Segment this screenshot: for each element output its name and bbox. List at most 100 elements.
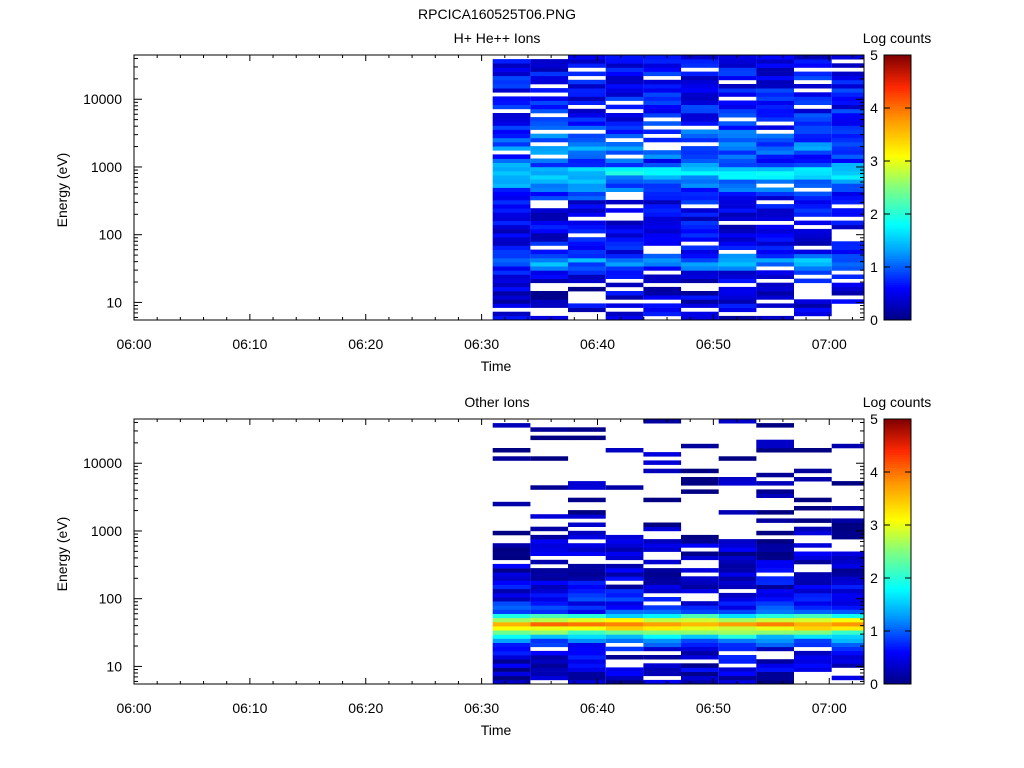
x-tick-label: 06:00 bbox=[116, 336, 151, 352]
heatmap-cell bbox=[643, 88, 682, 93]
heatmap-cell bbox=[530, 117, 569, 122]
heatmap-cell bbox=[794, 233, 832, 238]
heatmap-cell bbox=[568, 563, 606, 569]
heatmap-cell bbox=[756, 559, 794, 565]
heatmap-cell bbox=[794, 162, 832, 168]
heatmap-cell bbox=[794, 518, 832, 523]
heatmap-cell bbox=[530, 675, 569, 681]
heatmap-cell bbox=[530, 299, 569, 304]
heatmap-cell bbox=[643, 468, 682, 474]
heatmap-cell bbox=[492, 617, 531, 623]
heatmap-cell bbox=[643, 286, 682, 292]
heatmap-cell bbox=[756, 563, 794, 569]
heatmap-cell bbox=[831, 71, 864, 77]
heatmap-cell bbox=[643, 253, 682, 259]
heatmap-cell bbox=[530, 158, 569, 163]
heatmap-cell bbox=[492, 563, 531, 569]
heatmap-cell bbox=[756, 282, 794, 288]
heatmap-cell bbox=[681, 468, 719, 474]
heatmap-cell bbox=[794, 448, 832, 453]
heatmap-cell bbox=[756, 439, 794, 445]
colorbar-tick-label: 0 bbox=[870, 312, 878, 328]
heatmap-cell bbox=[530, 295, 569, 300]
colorbar-tick-label: 2 bbox=[870, 206, 878, 222]
heatmap-cell bbox=[643, 104, 682, 110]
heatmap-cell bbox=[756, 146, 794, 151]
heatmap-cell bbox=[492, 133, 531, 139]
heatmap-cell bbox=[794, 257, 832, 263]
heatmap-cell bbox=[643, 113, 682, 118]
heatmap-cell bbox=[605, 117, 644, 122]
heatmap-cell bbox=[530, 187, 569, 192]
heatmap-cell bbox=[681, 626, 719, 631]
heatmap-cell bbox=[718, 75, 757, 81]
heatmap-cell bbox=[568, 485, 606, 490]
heatmap-cell bbox=[718, 55, 757, 60]
heatmap-cell bbox=[643, 154, 682, 159]
heatmap-cell bbox=[794, 551, 832, 556]
heatmap-cell bbox=[681, 576, 719, 581]
heatmap-cell bbox=[718, 228, 757, 234]
heatmap-cell bbox=[492, 646, 531, 652]
heatmap-cell bbox=[530, 88, 569, 93]
heatmap-cell bbox=[794, 142, 832, 147]
heatmap-cell bbox=[718, 675, 757, 681]
heatmap-cell bbox=[605, 63, 644, 68]
heatmap-cell bbox=[492, 137, 531, 143]
heatmap-cell bbox=[718, 125, 757, 130]
panel-title: Other Ions bbox=[464, 394, 529, 410]
heatmap-cell bbox=[831, 655, 864, 660]
heatmap-cell bbox=[492, 663, 531, 668]
heatmap-cell bbox=[681, 303, 719, 308]
heatmap-cell bbox=[643, 262, 682, 267]
heatmap-cell bbox=[492, 592, 531, 598]
x-tick-label: 06:40 bbox=[580, 700, 615, 716]
heatmap-cell bbox=[492, 262, 531, 267]
heatmap-cell bbox=[492, 59, 531, 64]
heatmap-cell bbox=[530, 427, 569, 432]
heatmap-cell bbox=[568, 655, 606, 660]
heatmap-cell bbox=[718, 154, 757, 159]
heatmap-cell bbox=[681, 195, 719, 201]
heatmap-cell bbox=[718, 142, 757, 147]
heatmap-cell bbox=[681, 113, 719, 118]
heatmap-cell bbox=[643, 638, 682, 643]
heatmap-cell bbox=[568, 166, 606, 172]
heatmap-cell bbox=[530, 100, 569, 105]
heatmap-cell bbox=[718, 634, 757, 639]
heatmap-cell bbox=[681, 621, 719, 627]
heatmap-cell bbox=[643, 166, 682, 172]
heatmap-cell bbox=[831, 443, 864, 449]
heatmap-cell bbox=[831, 555, 864, 561]
heatmap-cell bbox=[568, 183, 606, 188]
heatmap-cell bbox=[756, 125, 794, 130]
heatmap-cell bbox=[643, 179, 682, 184]
heatmap-cell bbox=[794, 497, 832, 503]
heatmap-cell bbox=[605, 249, 644, 255]
heatmap-cell bbox=[794, 543, 832, 548]
heatmap-cell bbox=[794, 208, 832, 213]
heatmap-cell bbox=[643, 208, 682, 213]
heatmap-cell bbox=[605, 208, 644, 213]
heatmap-cell bbox=[756, 642, 794, 648]
heatmap-cell bbox=[794, 592, 832, 598]
heatmap-cell bbox=[794, 55, 832, 60]
heatmap-cell bbox=[756, 303, 794, 308]
heatmap-cell bbox=[718, 100, 757, 105]
heatmap-cell bbox=[681, 667, 719, 672]
heatmap-cell bbox=[568, 617, 606, 623]
heatmap-cell bbox=[794, 299, 832, 304]
heatmap-cell bbox=[718, 642, 757, 648]
y-tick-label: 1000 bbox=[91, 159, 122, 175]
heatmap-cell bbox=[831, 79, 864, 85]
x-tick-label: 06:50 bbox=[696, 336, 731, 352]
heatmap-cell bbox=[756, 162, 794, 168]
heatmap-cell bbox=[605, 162, 644, 168]
heatmap-cell bbox=[492, 315, 531, 321]
heatmap-cell bbox=[530, 551, 569, 556]
heatmap-cell bbox=[718, 104, 757, 110]
heatmap-cell bbox=[681, 605, 719, 610]
heatmap-cell bbox=[530, 559, 569, 565]
heatmap-cell bbox=[568, 601, 606, 606]
heatmap-cell bbox=[831, 249, 864, 255]
